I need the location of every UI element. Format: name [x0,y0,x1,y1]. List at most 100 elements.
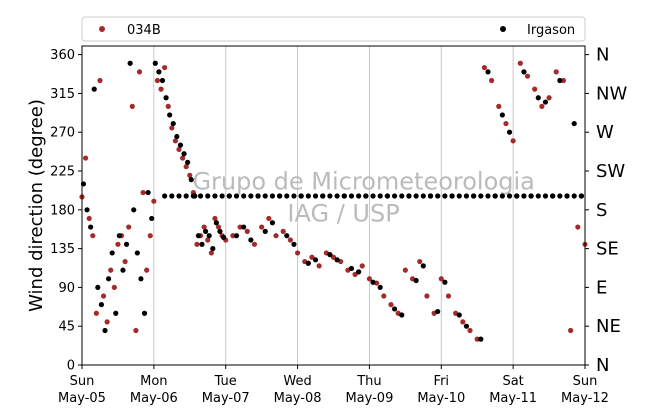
y-axis-ticks: 0 45 90 135 180 225 270 315 360 [50,48,82,374]
point-034b-0-80 [510,138,516,144]
point-irgason-1-45 [262,228,268,234]
point-034b-0-71 [445,293,452,299]
point-034b-0-42 [237,224,243,230]
y-tick-label-225: 225 [50,165,75,180]
point-irgason-2-5 [197,193,204,199]
legend-marker-irgason [500,26,506,32]
y-tick-label-270: 270 [50,126,75,141]
point-irgason-1-33 [199,241,205,247]
point-irgason-1-64 [399,312,405,318]
point-irgason-1-1 [84,207,90,213]
point-irgason-1-24 [167,112,173,118]
point-irgason-1-9 [113,310,119,316]
point-irgason-2-0 [162,193,168,199]
point-irgason-1-61 [377,284,383,291]
point-034b-0-46 [266,215,272,222]
point-034b-0-36 [208,250,214,256]
point-irgason-1-75 [478,336,484,342]
point-irgason-2-2 [176,193,182,199]
point-irgason-1-20 [152,60,158,66]
point-irgason-1-18 [145,189,151,196]
x-tick-day-2: Tue [214,374,237,389]
point-irgason-1-86 [557,77,563,84]
point-034b-0-76 [481,64,487,71]
x-tick-day-6: Sat [502,374,523,389]
point-irgason-2-19 [298,193,304,199]
point-irgason-2-30 [377,193,383,199]
point-irgason-1-30 [188,177,194,183]
point-irgason-2-32 [391,193,398,199]
point-irgason-2-21 [312,193,319,199]
y-axis-label: Wind direction (degree) [26,99,47,312]
point-034b-0-5 [97,77,103,84]
point-034b-0-67 [417,258,423,265]
point-irgason-1-43 [248,237,254,243]
point-irgason-1-79 [506,129,513,135]
point-irgason-2-6 [205,193,211,199]
point-irgason-1-17 [141,310,148,316]
point-irgason-1-32 [195,233,202,239]
point-034b-0-8 [108,267,114,273]
y-tick-label-45: 45 [58,320,75,335]
point-irgason-2-10 [233,193,240,199]
point-irgason-2-28 [363,193,369,199]
legend-marker-034b [99,26,105,32]
compass-labels: N NE E SE S SW W NW N [585,45,627,376]
compass-label-0: N [596,355,609,376]
point-irgason-1-14 [131,207,137,213]
x-tick-day-4: Thu [356,374,381,389]
point-irgason-1-69 [435,308,441,315]
point-034b-0-10 [115,241,121,247]
point-irgason-2-50 [521,193,527,199]
point-irgason-2-33 [399,193,405,199]
point-irgason-1-2 [88,224,94,230]
point-034b-0-44 [251,241,258,247]
point-irgason-2-42 [463,193,470,199]
point-irgason-1-51 [305,260,311,266]
point-034b-0-28 [180,155,186,161]
point-034b-0-59 [359,263,365,269]
point-irgason-2-35 [413,193,419,199]
point-034b-0-78 [496,103,502,109]
point-irgason-2-46 [492,193,498,199]
legend-label-034b: 034B [127,23,161,38]
point-irgason-2-22 [320,193,326,199]
point-irgason-1-72 [456,312,462,318]
point-irgason-1-21 [156,69,162,75]
x-tick-day-3: Wed [283,374,311,389]
watermark-line-1: Grupo de Micrometeorologia [192,168,534,196]
point-irgason-1-38 [217,228,223,234]
point-irgason-1-57 [348,265,355,272]
legend: 034B Irgason [81,16,586,42]
point-irgason-1-28 [181,151,187,157]
point-034b-0-13 [126,224,132,230]
point-034b-0-82 [524,73,531,79]
compass-label-2: E [596,277,607,298]
point-irgason-2-4 [190,193,196,199]
point-034b-0-47 [273,233,279,239]
point-034b-0-75 [474,336,480,342]
point-irgason-1-88 [571,120,577,127]
point-034b-0-20 [151,198,157,204]
point-034b-0-83 [532,86,538,92]
point-irgason-2-38 [435,193,441,199]
point-034b-0-49 [287,237,293,243]
point-irgason-1-60 [370,279,376,285]
point-irgason-1-84 [542,99,549,105]
legend-box [81,16,586,42]
point-irgason-1-36 [210,246,216,252]
x-tick-date-1: May-06 [130,391,178,406]
x-tick-day-5: Fri [434,374,450,389]
x-tick-day-0: Sun [70,374,95,389]
point-034b-0-2 [86,215,92,222]
x-tick-date-0: May-05 [58,391,106,406]
point-irgason-2-48 [506,193,513,199]
point-034b-0-24 [165,103,171,109]
point-034b-0-1 [82,155,89,161]
point-034b-0-58 [352,271,358,278]
scatter-points [79,60,588,342]
point-034b-0-23 [162,64,168,71]
point-irgason-1-39 [220,234,227,240]
point-034b-0-14 [129,103,135,109]
